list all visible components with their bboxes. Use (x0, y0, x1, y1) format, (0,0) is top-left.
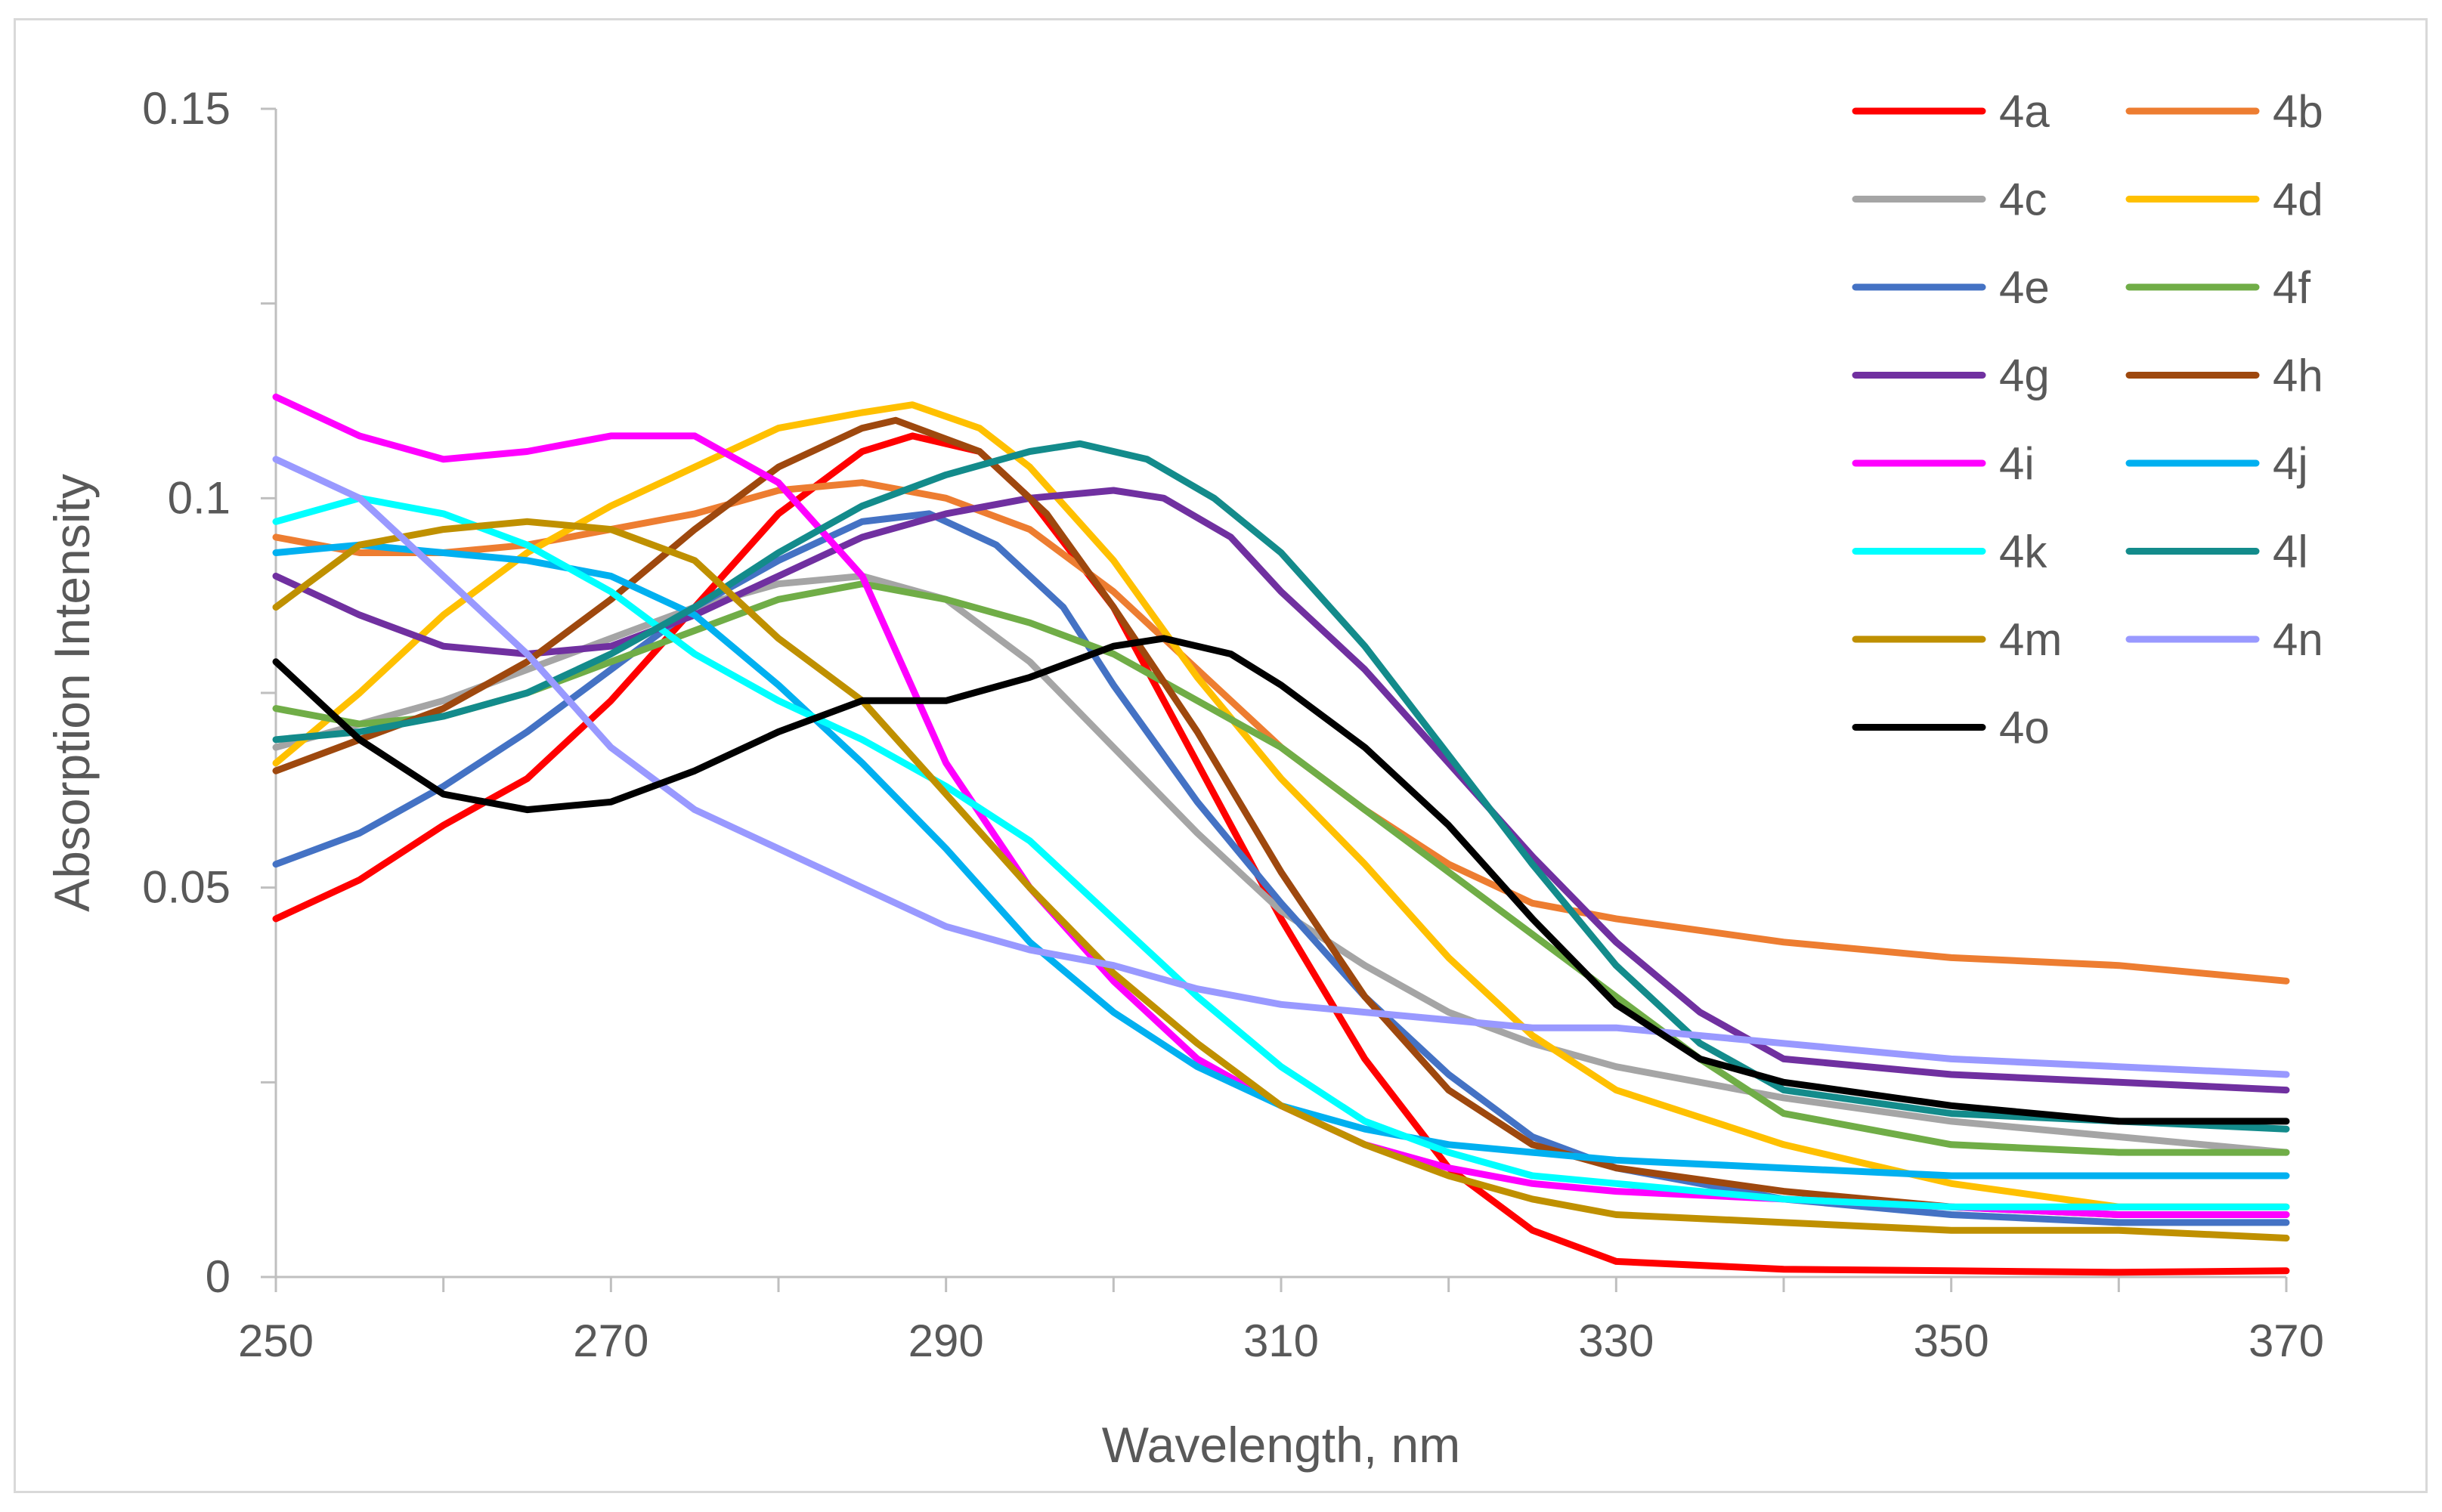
series-line-4n (272, 456, 2290, 1078)
legend-label-4m: 4m (1999, 614, 2062, 665)
legend-label-4h: 4h (2273, 351, 2323, 401)
series-line-4m (272, 518, 2290, 1241)
legend-label-4d: 4d (2273, 175, 2323, 225)
x-tick-label: 370 (2249, 1316, 2324, 1366)
legend-label-4l: 4l (2273, 527, 2308, 577)
x-axis-title: Wavelength, nm (1102, 1417, 1460, 1473)
series-line-4h (272, 416, 2290, 1218)
legend-label-4o: 4o (1999, 703, 2050, 753)
legend-label-4n: 4n (2273, 614, 2323, 665)
series-line-4g (272, 487, 2290, 1094)
y-tick-label: 0.05 (142, 862, 231, 913)
series-line-4o (272, 635, 2290, 1125)
y-tick-label: 0 (206, 1251, 231, 1302)
series-line-4c (272, 572, 2290, 1156)
series-line-4j (272, 541, 2290, 1180)
x-tick-label: 310 (1243, 1316, 1319, 1366)
legend-label-4e: 4e (1999, 262, 2050, 313)
y-tick-label: 0.15 (142, 83, 231, 134)
series-line-4d (272, 401, 2290, 1211)
series-line-4k (272, 494, 2290, 1211)
legend-label-4c: 4c (1999, 175, 2047, 225)
x-tick-label: 290 (908, 1316, 984, 1366)
x-tick-label: 350 (1914, 1316, 1989, 1366)
axes: 0 0.05 0.1 0.15 250 270 290 310 330 350 370 (142, 83, 2324, 1366)
legend-label-4f: 4f (2273, 262, 2310, 313)
legend: 4a 4b 4c 4d 4e 4f 4g 4h 4i 4j 4k 4l 4m 4n 4o (1852, 86, 2323, 753)
legend-label-4a: 4a (1999, 86, 2050, 137)
legend-label-4b: 4b (2273, 86, 2323, 137)
x-tick-label: 250 (238, 1316, 314, 1366)
legend-label-4k: 4k (1999, 527, 2047, 577)
legend-label-4i: 4i (1999, 438, 2035, 489)
x-tick-label: 330 (1578, 1316, 1654, 1366)
legend-label-4j: 4j (2273, 438, 2308, 489)
series-lines (272, 393, 2290, 1276)
x-tick-label: 270 (573, 1316, 648, 1366)
y-tick-label: 0.1 (168, 472, 231, 523)
series-line-4l (272, 440, 2290, 1133)
series-line-4f (272, 580, 2290, 1156)
y-axis-title: Absorption Intensity (44, 474, 100, 912)
legend-label-4g: 4g (1999, 351, 2050, 401)
chart-frame (14, 18, 2428, 1493)
